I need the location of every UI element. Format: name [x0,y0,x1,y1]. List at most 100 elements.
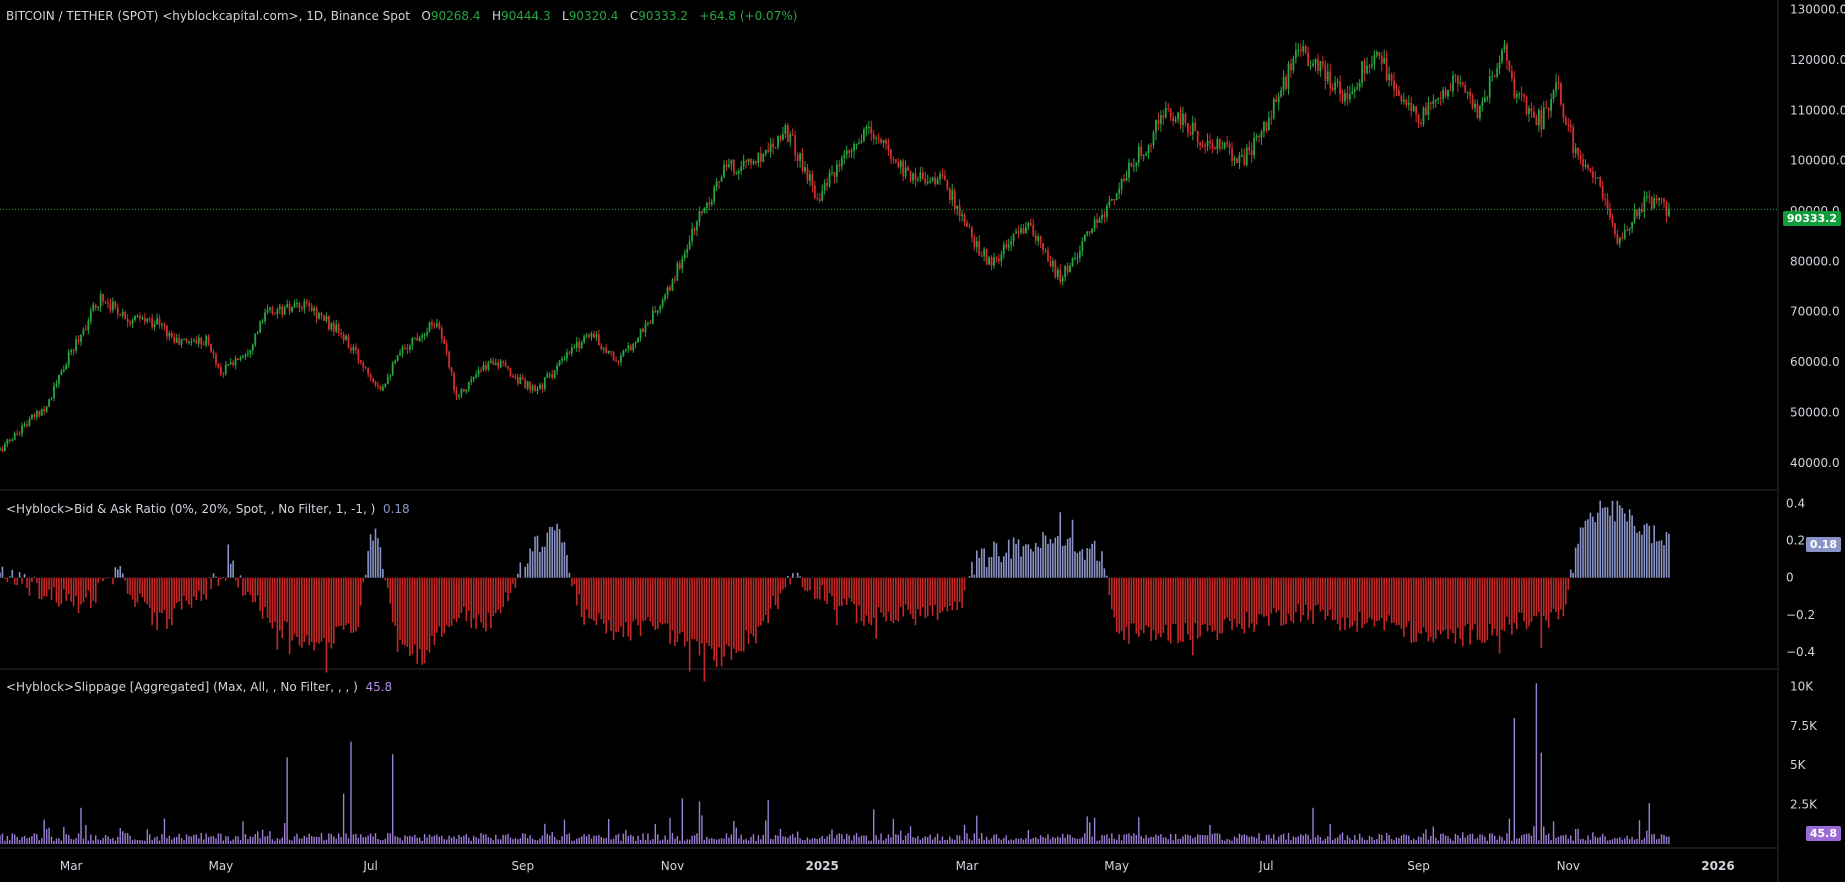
ratio-bar [1187,577,1189,635]
ratio-bar [1668,533,1670,578]
candle-body [494,362,497,365]
slippage-bar [107,836,109,844]
ratio-bar [936,577,939,620]
candle-body [1196,131,1199,143]
ratio-bar [885,577,887,622]
slippage-bar [725,833,728,844]
slippage-bar [124,833,126,844]
price-tick-label: 70000.0 [1790,305,1840,319]
ratio-bar [907,577,909,610]
candle-body [671,279,674,291]
slippage-bar [1268,834,1270,844]
candle-body [1594,177,1597,179]
slippage-bar [630,834,632,844]
candle-body [958,205,961,217]
candle-body [111,301,114,311]
ratio-bar [450,577,453,626]
candle-body [205,336,208,346]
slippage-bar [1025,838,1027,844]
slippage-bar [625,830,627,844]
candle-body [951,190,954,200]
candle-body [1285,76,1287,89]
ratio-bar [1503,577,1506,631]
ratio-bar [58,577,60,607]
slippage-bar [1238,833,1241,844]
slippage-bar [595,835,598,844]
slippage-bar [836,834,838,844]
candle-body [1589,168,1592,172]
slippage-bar [900,830,902,844]
candle-body [843,154,846,159]
slippage-bar [1319,837,1322,844]
candle-body [804,167,806,172]
candle-body [732,160,735,174]
ratio-bar [897,577,900,622]
slippage-bar [276,838,279,844]
slippage-bar [1457,835,1459,844]
candle-body [1204,145,1206,147]
candle-body [369,374,372,379]
slippage-bar [779,828,782,844]
candle-body [1653,198,1656,209]
candle-body [1564,118,1567,125]
slippage-bar [1086,816,1088,844]
ratio-bar [1594,522,1597,578]
slippage-bar [1511,840,1513,844]
candle-body [158,318,161,325]
slippage-bar [414,834,416,844]
slippage-bar [1481,834,1484,844]
ratio-bar [63,577,65,590]
slippage-bar [460,837,463,844]
ratio-bar [1039,547,1042,578]
ratio-bar [401,577,404,645]
slippage-bar [1520,835,1523,844]
candle-body [138,315,141,319]
slippage-bar [1138,817,1140,844]
candle-body [737,171,740,174]
candle-body [313,307,316,312]
ratio-bar [779,577,782,594]
slippage-bar [146,829,148,844]
candle-body [978,241,981,256]
candle-body [605,348,608,354]
ratio-bar [1376,577,1378,622]
slippage-bar [578,837,580,844]
ratio-bar [440,577,443,637]
candle-body [715,181,718,188]
candle-body [379,386,382,391]
ratio-bar [823,577,826,601]
slippage-bar [1469,833,1471,844]
candle-body [23,424,26,426]
candle-body [156,318,158,325]
slippage-bar [1655,839,1658,844]
slippage-bar [573,840,576,844]
slippage-bar [850,840,853,844]
ratio-bar [784,577,787,588]
ratio-bar [865,577,868,616]
price-tick-label: 110000.0 [1790,103,1845,117]
slippage-bar [1516,838,1518,844]
ratio-bar [372,540,374,578]
ratio-bar [1515,577,1518,630]
slippage-bar [666,839,669,844]
slippage-bar [934,837,936,844]
candle-body [1314,59,1317,64]
candle-body [558,360,561,366]
candle-body [1211,143,1214,148]
slippage-bar [1368,835,1371,844]
ratio-bar [1366,577,1368,623]
slippage-bar [183,840,185,844]
ratio-bar [642,577,644,622]
slippage-bar [1280,834,1282,844]
close-value: 90333.2 [638,9,688,23]
slippage-bar [603,838,605,844]
candle-body [1341,94,1344,102]
candle-body [477,369,480,375]
ratio-bar [1621,507,1624,578]
ratio-bar [617,577,620,632]
ratio-bar [298,577,301,646]
candle-body [615,360,617,362]
candle-body [364,367,367,369]
candle-body [779,135,782,140]
slippage-bar [384,838,387,844]
